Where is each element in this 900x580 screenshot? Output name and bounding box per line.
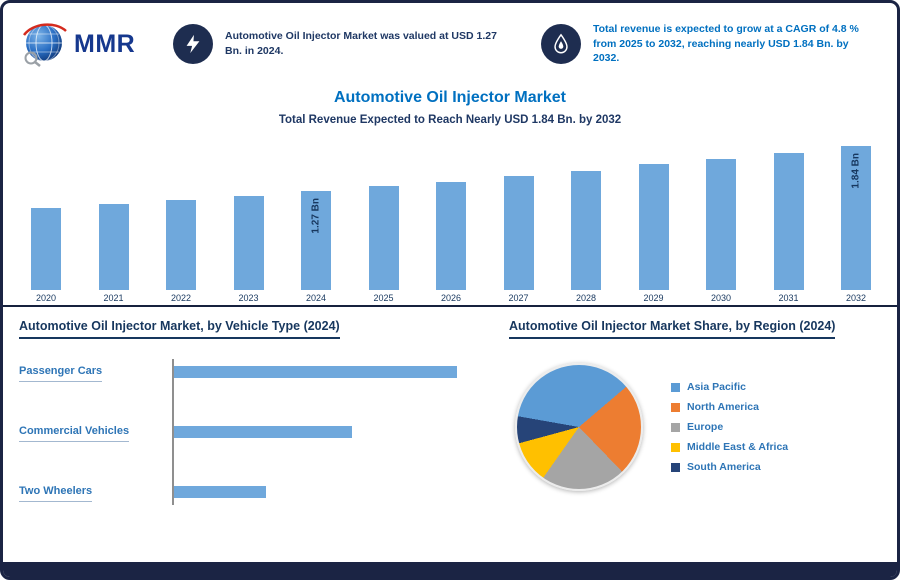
year-label: 2028 xyxy=(575,293,597,303)
revenue-bar-2025: 2025 xyxy=(368,186,399,304)
legend-item: Middle East & Africa xyxy=(671,441,788,453)
legend-swatch xyxy=(671,422,680,432)
left-chart-title: Automotive Oil Injector Market, by Vehic… xyxy=(19,319,340,339)
bar-track xyxy=(172,485,469,498)
bar-segment xyxy=(368,186,399,290)
legend-swatch xyxy=(671,402,680,412)
bar-segment xyxy=(638,164,669,290)
category-label: Commercial Vehicles xyxy=(19,421,172,442)
page-subtitle: Total Revenue Expected to Reach Nearly U… xyxy=(278,114,622,126)
bar-segment xyxy=(706,159,736,290)
pie-wrap: Asia Pacific North America Europe Middle Ea… xyxy=(509,363,881,491)
vehicle-type-section: Automotive Oil Injector Market, by Vehic… xyxy=(19,317,469,555)
year-label: 2020 xyxy=(35,293,57,303)
year-label: 2026 xyxy=(440,293,462,303)
revenue-bar-2021: 2021 xyxy=(98,204,129,304)
oil-drop-icon xyxy=(554,33,568,54)
revenue-bar-2032: 1.84 Bn 2032 xyxy=(841,146,871,304)
bar-value-label: 1.84 Bn xyxy=(850,153,862,189)
legend-label: North America xyxy=(687,401,759,413)
bar-segment xyxy=(773,153,804,290)
stat-valuation: Automotive Oil Injector Market was value… xyxy=(173,24,507,64)
header: MMR Automotive Oil Injector Market was v… xyxy=(21,15,879,73)
legend-item: North America xyxy=(671,401,788,413)
revenue-bar-2028: 2028 xyxy=(571,171,601,304)
year-label: 2031 xyxy=(778,293,799,303)
bar-segment: 1.27 Bn xyxy=(301,191,331,290)
bar-segment xyxy=(166,200,196,290)
revenue-bar-2027: 2027 xyxy=(503,176,534,304)
revenue-bar-2026: 2026 xyxy=(436,182,466,304)
year-label: 2029 xyxy=(643,293,664,303)
bar-value-label: 1.27 Bn xyxy=(310,198,322,234)
stat-cagr-text: Total revenue is expected to grow at a C… xyxy=(593,22,859,65)
stat-valuation-text: Automotive Oil Injector Market was value… xyxy=(225,30,497,57)
hbar-passenger-cars xyxy=(172,365,457,378)
right-chart-title: Automotive Oil Injector Market Share, by… xyxy=(509,319,836,339)
year-label: 2030 xyxy=(710,293,732,303)
revenue-bar-2030: 2030 xyxy=(706,159,736,304)
bar-segment xyxy=(31,208,61,290)
globe-icon xyxy=(23,23,67,67)
hbar-row-passenger-cars: Passenger Cars xyxy=(19,365,469,382)
region-pie-chart xyxy=(515,363,643,491)
hbar-commercial-vehicles xyxy=(172,425,352,438)
category-label: Two Wheelers xyxy=(19,481,172,502)
legend-swatch xyxy=(671,382,680,392)
revenue-bar-2020: 2020 xyxy=(31,208,61,304)
bar-segment xyxy=(503,176,534,290)
revenue-bar-2022: 2022 xyxy=(166,200,196,304)
hbar-row-commercial-vehicles: Commercial Vehicles xyxy=(19,425,469,442)
bar-segment: 1.84 Bn xyxy=(841,146,871,290)
year-label: 2021 xyxy=(103,293,124,303)
revenue-bar-chart: 2020 2021 2022 2023 1.27 Bn 2024 2025 2026 2027 2… xyxy=(31,144,871,304)
stat-icon-badge xyxy=(541,24,581,64)
vehicle-type-bar-chart: Passenger Cars Commercial Vehicles Two Whe… xyxy=(19,359,469,505)
legend-item: Europe xyxy=(671,421,788,433)
title-block: Automotive Oil Injector Market Total Rev… xyxy=(3,89,897,126)
stat-cagr: Total revenue is expected to grow at a C… xyxy=(541,22,875,66)
region-share-section: Automotive Oil Injector Market Share, by… xyxy=(469,317,881,555)
year-label: 2022 xyxy=(170,293,192,303)
lightning-icon xyxy=(186,34,200,54)
category-label: Passenger Cars xyxy=(19,361,172,382)
hbar-two-wheelers xyxy=(172,485,266,498)
pie-legend: Asia Pacific North America Europe Middle Ea… xyxy=(671,373,788,481)
bar-segment xyxy=(98,204,129,290)
hbar-axis-line xyxy=(172,359,174,505)
stat-icon-badge xyxy=(173,24,213,64)
year-label: 2027 xyxy=(508,293,529,303)
year-label: 2024 xyxy=(305,293,327,303)
legend-label: South America xyxy=(687,461,761,473)
legend-label: Asia Pacific xyxy=(687,381,746,393)
bottom-section: Automotive Oil Injector Market, by Vehic… xyxy=(19,317,881,555)
year-label: 2032 xyxy=(845,293,867,303)
legend-item: South America xyxy=(671,461,788,473)
revenue-bar-2023: 2023 xyxy=(233,196,264,304)
legend-label: Europe xyxy=(687,421,724,433)
bar-segment xyxy=(233,196,264,290)
bar-track xyxy=(172,365,469,378)
revenue-bar-2029: 2029 xyxy=(638,164,669,304)
hbar-row-two-wheelers: Two Wheelers xyxy=(19,485,469,502)
year-label: 2025 xyxy=(373,293,394,303)
section-divider xyxy=(3,305,897,307)
bar-track xyxy=(172,425,469,438)
legend-swatch xyxy=(671,442,680,452)
revenue-bar-2024: 1.27 Bn 2024 xyxy=(301,191,331,304)
bar-segment xyxy=(436,182,466,290)
page-title: Automotive Oil Injector Market xyxy=(333,89,567,106)
logo-text: MMR xyxy=(74,29,136,58)
legend-label: Middle East & Africa xyxy=(687,441,789,453)
revenue-bar-2031: 2031 xyxy=(773,153,804,304)
year-label: 2023 xyxy=(238,293,259,303)
footer-bar xyxy=(3,562,897,577)
legend-swatch xyxy=(671,462,680,472)
bar-segment xyxy=(571,171,601,290)
legend-item: Asia Pacific xyxy=(671,381,788,393)
mmr-logo: MMR xyxy=(21,21,173,67)
